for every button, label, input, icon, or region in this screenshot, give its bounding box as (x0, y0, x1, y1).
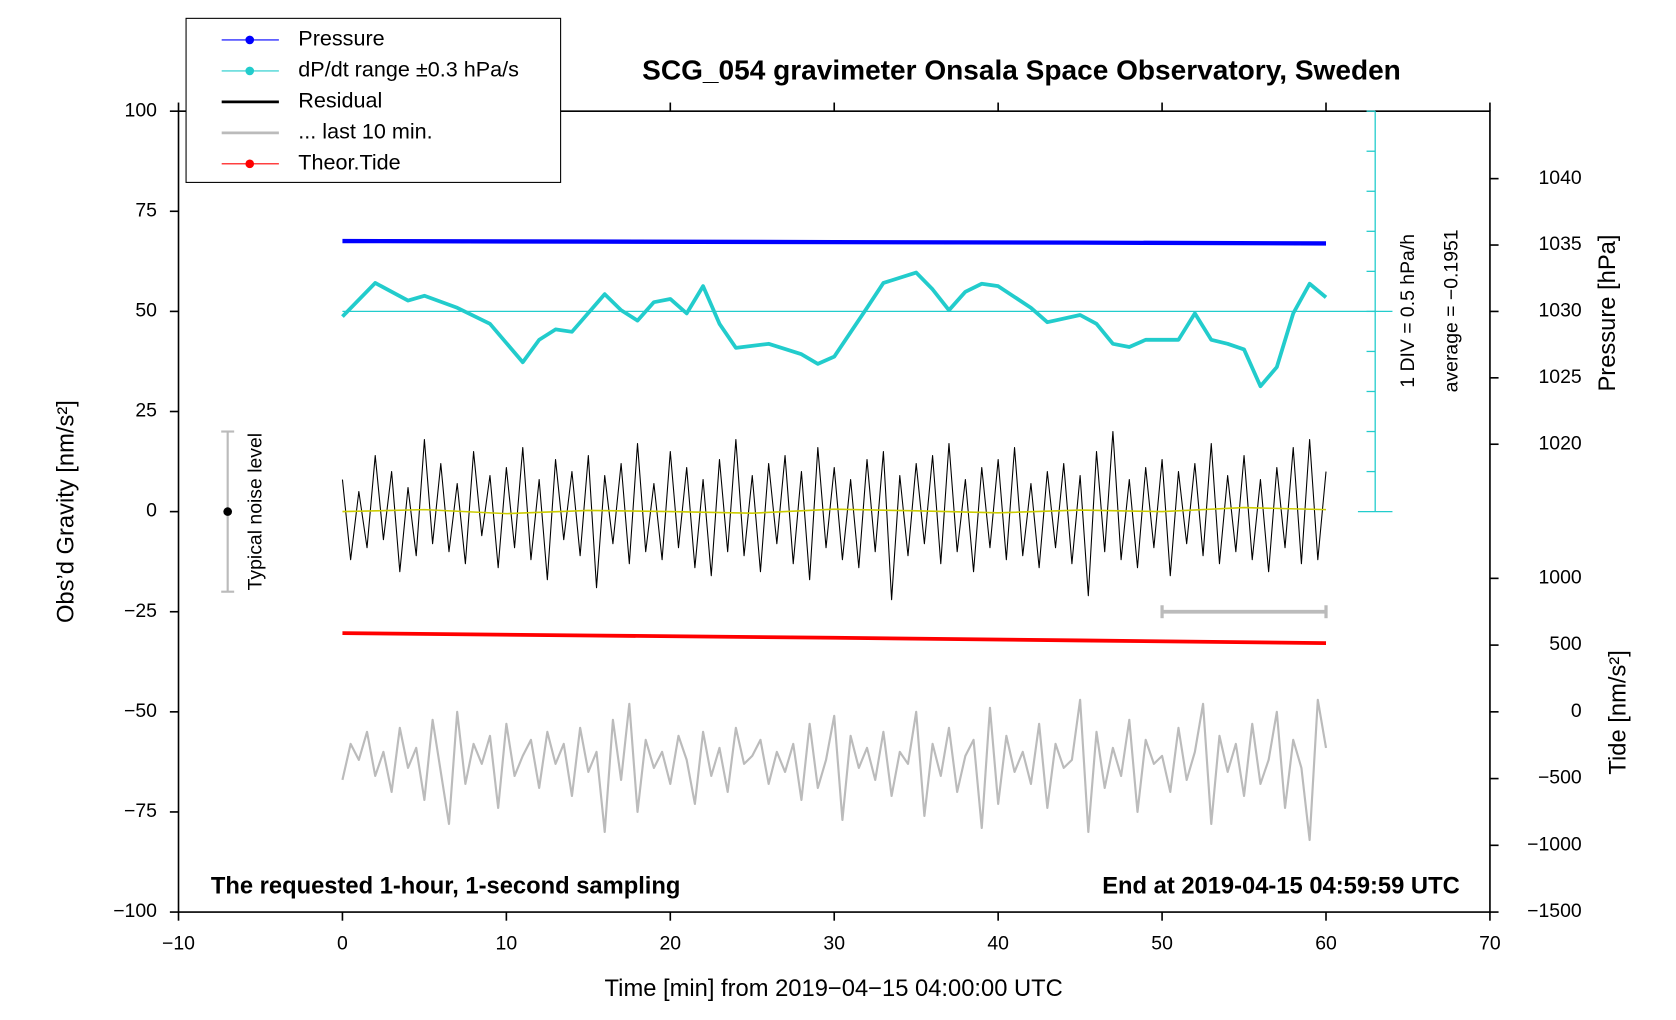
y3-tick-label: 1000 (1539, 566, 1582, 588)
y3-tick-label: 0 (1571, 700, 1582, 722)
y-tick-label: −100 (113, 900, 157, 922)
legend-box (185, 17, 562, 183)
y2-tick-label: 1025 (1539, 366, 1582, 388)
y3-tick-label: −500 (1538, 767, 1582, 789)
y-axis-label: Obs’d Gravity [nm/s²] (54, 400, 80, 623)
y-tick-label: −25 (124, 600, 157, 622)
div-label: 1 DIV = 0.5 hPa/h (1397, 234, 1419, 388)
legend-label: Theor.Tide (298, 150, 400, 175)
noise-label: Typical noise level (244, 433, 266, 590)
y2-tick-label: 1020 (1539, 432, 1582, 454)
average-label: average = −0.1951 (1440, 229, 1462, 392)
series-line (342, 631, 1327, 645)
y-tick-label: −50 (124, 700, 157, 722)
y-tick-label: 0 (146, 500, 157, 522)
legend-label: dP/dt range ±0.3 hPa/s (298, 57, 519, 82)
x-axis-label: Time [min] from 2019−04−15 04:00:00 UTC (605, 976, 1063, 1002)
x-tick-label: 40 (987, 933, 1009, 955)
x-tick-label: 0 (337, 933, 348, 955)
legend-label: ... last 10 min. (298, 119, 432, 144)
chart-title: SCG_054 gravimeter Onsala Space Observat… (642, 55, 1401, 86)
series-line (342, 238, 1327, 246)
x-tick-label: 50 (1151, 933, 1173, 955)
annotation: End at 2019-04-15 04:59:59 UTC (1102, 874, 1460, 900)
x-tick-label: 70 (1479, 933, 1501, 955)
legend-label: Residual (298, 88, 382, 113)
y-tick-label: 50 (135, 300, 157, 322)
series-line (341, 430, 1327, 601)
x-tick-label: 20 (659, 933, 681, 955)
annotation: The requested 1-hour, 1-second sampling (211, 874, 681, 900)
x-tick-label: 60 (1315, 933, 1337, 955)
legend-label: Pressure (298, 26, 384, 51)
y3-tick-label: −1500 (1527, 900, 1582, 922)
legend-marker (245, 66, 255, 76)
y-tick-label: −75 (124, 800, 157, 822)
y3-axis-label: Tide [nm/s²] (1606, 650, 1632, 774)
y2-axis-label: Pressure [hPa] (1595, 235, 1621, 392)
x-tick-label: −10 (162, 933, 195, 955)
y-tick-label: 25 (135, 400, 157, 422)
y-tick-label: 100 (125, 99, 158, 121)
legend-marker (245, 159, 255, 169)
x-tick-label: 10 (496, 933, 518, 955)
y3-tick-label: −1000 (1527, 833, 1582, 855)
series-line (342, 506, 1327, 515)
series-line (341, 270, 1328, 389)
y-tick-label: 75 (135, 199, 157, 221)
y2-tick-label: 1030 (1539, 300, 1582, 322)
legend-marker (245, 35, 255, 45)
y2-tick-label: 1035 (1539, 233, 1582, 255)
y2-tick-label: 1040 (1539, 167, 1582, 189)
noise-center (223, 507, 233, 516)
y3-tick-label: 500 (1549, 633, 1582, 655)
series-line (341, 698, 1328, 842)
x-tick-label: 30 (823, 933, 845, 955)
